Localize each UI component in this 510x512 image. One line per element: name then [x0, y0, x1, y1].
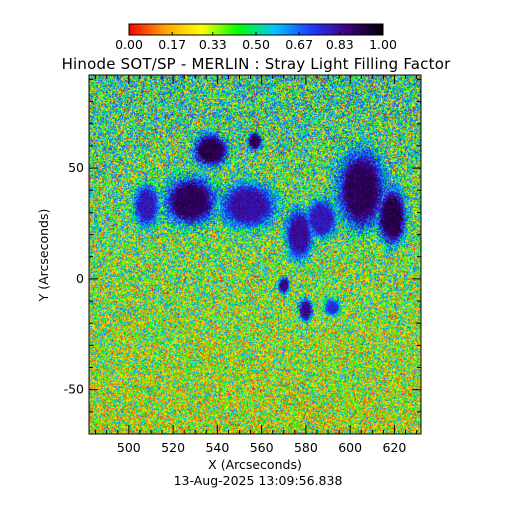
heatmap-image	[89, 75, 421, 434]
colorbar-tick-label: 0.50	[242, 37, 270, 52]
colorbar-tick-label: 0.00	[115, 37, 143, 52]
plot-area: 500 520 540 560 580 600 620 500-50	[64, 74, 422, 455]
x-axis-label: X (Arcseconds)	[208, 457, 302, 472]
y-axis-ticks: 50 0 -50	[64, 78, 421, 435]
colorbar-ticks: 0.00 0.17 0.33 0.50 0.67 0.83 1.00	[115, 32, 397, 52]
colorbar-tick-label: 1.00	[369, 37, 397, 52]
x-tick-label: 620	[383, 440, 407, 455]
timestamp: 13-Aug-2025 13:09:56.838	[174, 473, 343, 488]
y-axis-label: Y (Arcseconds)	[36, 209, 51, 303]
y-tick-label: 50	[68, 160, 84, 175]
colorbar-tick-label: 0.17	[158, 37, 186, 52]
x-tick-label: 600	[338, 440, 362, 455]
colorbar-tick-label: 0.33	[199, 37, 227, 52]
colorbar-tick-label: 0.83	[326, 37, 354, 52]
x-tick-label: 560	[250, 440, 274, 455]
plot-frame	[88, 74, 422, 435]
x-tick-label: 520	[161, 440, 185, 455]
x-tick-label: 580	[294, 440, 318, 455]
colorbar-tick-label: 0.67	[285, 37, 313, 52]
x-tick-label: 500	[117, 440, 141, 455]
x-axis-ticks: 500 520 540 560 580 600 620	[95, 75, 418, 455]
chart-title: Hinode SOT/SP - MERLIN : Stray Light Fil…	[62, 55, 452, 73]
y-tick-label: 0	[76, 271, 84, 286]
y-tick-label: -50	[64, 382, 84, 397]
x-tick-label: 540	[205, 440, 229, 455]
colorbar: 0.00 0.17 0.33 0.50 0.67 0.83 1.00	[115, 23, 397, 52]
